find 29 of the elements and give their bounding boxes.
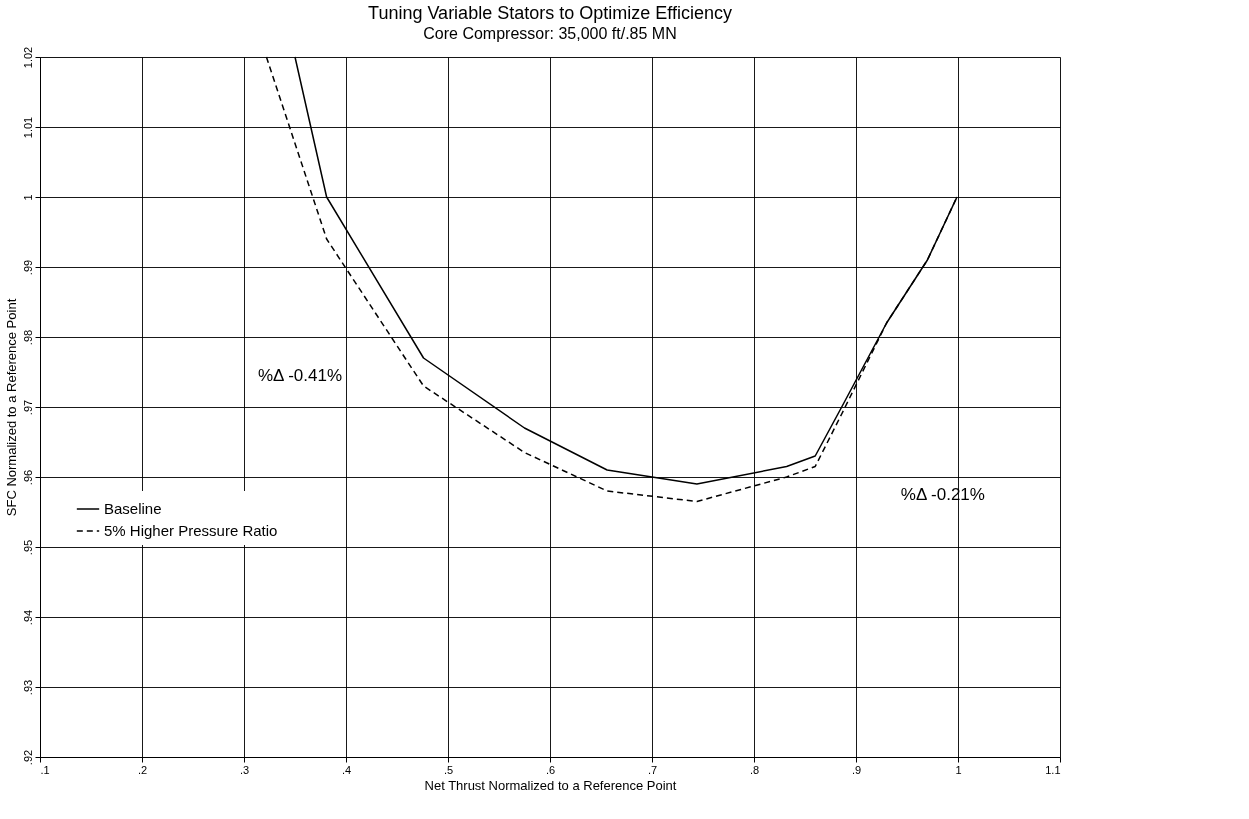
y-tick-label: 1.02 <box>21 46 34 69</box>
x-tick-label: 1 <box>955 763 962 776</box>
chart-subtitle: Core Compressor: 35,000 ft/.85 MN <box>423 25 677 43</box>
y-tick-label: .92 <box>21 749 34 766</box>
x-tick-label: .9 <box>851 763 862 776</box>
y-tick-label: .96 <box>21 469 34 486</box>
y-tick-label: .94 <box>21 609 34 626</box>
y-tick-label: .97 <box>21 399 34 416</box>
x-tick-label: .2 <box>137 763 148 776</box>
annotation: %Δ -0.41% <box>257 365 342 385</box>
y-tick-label: .93 <box>21 679 34 696</box>
y-tick-label: .98 <box>21 329 34 346</box>
x-tick-label: .8 <box>749 763 760 776</box>
chart-title: Tuning Variable Stators to Optimize Efficiency <box>368 3 732 24</box>
x-tick-label: .4 <box>341 763 352 776</box>
y-axis-title: SFC Normalized to a Reference Point <box>3 298 19 517</box>
legend-label: Baseline <box>104 500 162 517</box>
x-tick-label: .5 <box>443 763 454 776</box>
x-tick-label: .3 <box>239 763 250 776</box>
x-axis-title: Net Thrust Normalized to a Reference Point <box>424 777 677 793</box>
x-tick-label: .1 <box>40 763 50 776</box>
x-tick-label: .6 <box>545 763 556 776</box>
x-tick-label: .7 <box>647 763 658 776</box>
y-tick-label: 1 <box>21 194 34 201</box>
y-tick-label: 1.01 <box>21 116 34 139</box>
x-tick-label: 1.1 <box>1045 763 1061 776</box>
y-tick-label: .99 <box>21 259 34 276</box>
legend-label: 5% Higher Pressure Ratio <box>104 522 278 539</box>
y-tick-label: .95 <box>21 539 34 556</box>
